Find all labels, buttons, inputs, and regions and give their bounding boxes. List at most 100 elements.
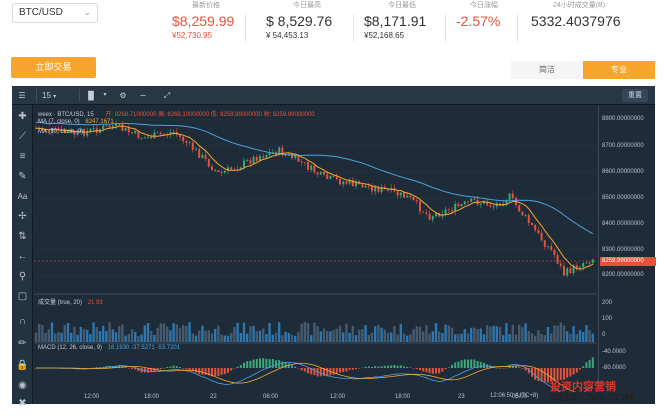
chevron-down-icon[interactable]: ▾ xyxy=(103,92,107,98)
macd-histogram-bar xyxy=(115,366,117,368)
candle-body xyxy=(121,124,124,131)
macd-histogram-bar xyxy=(371,366,373,368)
gear-icon[interactable]: ⚙ xyxy=(119,91,127,100)
measure-icon[interactable]: ▢ xyxy=(17,291,28,302)
candle-body xyxy=(131,132,133,134)
macd-histogram-bar xyxy=(262,358,265,368)
stat-day-high: 今日最高 $ 8,529.76 ¥ 54,453.13 xyxy=(266,0,354,48)
candle-body xyxy=(422,211,425,213)
macd-histogram-bar xyxy=(223,368,226,375)
stat-sub: ¥52,730.95 xyxy=(172,31,213,40)
macd-histogram-bar xyxy=(383,365,386,368)
macd-histogram-bar xyxy=(428,368,431,374)
volume-bar xyxy=(47,329,50,342)
candle-body xyxy=(355,181,357,187)
price-tick: 8500.00000000 xyxy=(602,195,644,201)
eye-icon[interactable]: ◉ xyxy=(18,380,27,391)
volume-bar xyxy=(351,325,354,342)
trash-icon[interactable]: ✖ xyxy=(18,398,27,409)
macd-histogram-bar xyxy=(137,368,140,372)
price-axis[interactable]: 8800.00000000 8700.00000000 8600.0000000… xyxy=(598,106,656,392)
pair-select-label: BTC/USD xyxy=(19,7,63,18)
macd-histogram-bar xyxy=(377,366,380,368)
macd-histogram-bar xyxy=(380,366,383,368)
projection-icon[interactable]: ⇅ xyxy=(18,231,27,242)
candle-body xyxy=(127,127,130,133)
zoom-icon[interactable]: ⚲ xyxy=(18,271,27,282)
volume-bar xyxy=(428,333,431,342)
stat-day-low: 今日最低 $8,171.91 ¥52,168.65 xyxy=(364,0,446,48)
macd-histogram-bar xyxy=(147,368,149,373)
magnet-icon[interactable]: ∩ xyxy=(18,316,27,327)
chart-plot-area[interactable] xyxy=(34,106,597,392)
volume-tick: 200 xyxy=(602,300,613,306)
volume-bar xyxy=(476,328,479,342)
macd-histogram-bar xyxy=(412,368,415,369)
volume-bar xyxy=(86,329,89,342)
candle-body xyxy=(540,233,543,241)
brush-icon[interactable]: ✎ xyxy=(18,171,27,182)
fib-icon[interactable]: ≡ xyxy=(19,151,26,162)
macd-histogram-bar xyxy=(255,359,258,368)
volume-bar xyxy=(438,331,441,342)
macd-histogram-bar xyxy=(111,366,114,368)
candle-body xyxy=(143,137,146,139)
lock-icon[interactable]: 🔒 xyxy=(16,360,29,371)
volume-bar xyxy=(73,326,76,342)
toolbar-divider xyxy=(36,89,37,102)
trade-now-button[interactable]: 立即交易 xyxy=(11,57,96,78)
macd-histogram-bar xyxy=(195,368,197,373)
trend-line-icon[interactable]: ⟋ xyxy=(19,131,26,142)
time-axis[interactable]: 12:00 18:00 22 06:00 12:00 18:00 23 06:0… xyxy=(34,392,597,404)
interval-select[interactable]: 15 ▾ xyxy=(42,88,66,103)
macd-histogram-bar xyxy=(479,361,482,368)
volume-bar xyxy=(374,326,377,342)
volume-legend-label: 成交量 (true, 20) xyxy=(38,300,83,306)
candle-body xyxy=(147,136,149,138)
stat-label: 24小时成交量(B) xyxy=(552,2,606,9)
watermark-line-1: 投资内容营销 xyxy=(550,381,616,393)
indicators-icon[interactable]: ∽ xyxy=(139,91,147,100)
stat-day-change: 今日涨幅 -2.57% xyxy=(456,0,518,48)
volume-bar xyxy=(265,334,268,342)
volume-bar xyxy=(418,326,422,342)
pair-select[interactable]: BTC/USD ⌄ xyxy=(12,3,98,23)
candle-body xyxy=(470,198,473,202)
candle-body xyxy=(431,216,434,220)
time-tick: 18:00 xyxy=(144,394,160,400)
volume-bar xyxy=(79,326,82,342)
macd-histogram-bar xyxy=(307,368,309,374)
ruler-icon[interactable]: ✏ xyxy=(18,338,27,349)
candle-body xyxy=(281,147,284,156)
candle-body xyxy=(134,130,137,134)
candle-body xyxy=(118,123,121,125)
volume-bar xyxy=(118,326,121,342)
volume-bar xyxy=(578,330,582,342)
macd-histogram-bar xyxy=(127,368,130,369)
menu-icon[interactable]: ☰ xyxy=(18,91,26,100)
crosshair-icon[interactable]: ✚ xyxy=(18,111,27,122)
candles-icon[interactable]: █ xyxy=(88,91,94,100)
macd-histogram-bar xyxy=(265,358,268,368)
volume-bar xyxy=(201,325,204,342)
fullscreen-icon[interactable]: ⤢ xyxy=(163,91,171,100)
volume-bar xyxy=(390,332,393,342)
macd-histogram-bar xyxy=(207,368,210,376)
pattern-icon[interactable]: ✢ xyxy=(18,211,27,222)
stat-label: 今日涨幅 xyxy=(470,2,498,9)
macd-histogram-bar xyxy=(591,357,594,368)
text-icon[interactable]: Aa xyxy=(17,192,28,201)
candle-body xyxy=(124,127,127,131)
tab-simple[interactable]: 简洁 xyxy=(511,61,583,79)
candle-body xyxy=(278,147,281,155)
tab-pro[interactable]: 专业 xyxy=(583,61,655,79)
volume-bar xyxy=(281,335,284,342)
arrow-left-icon[interactable]: ← xyxy=(17,251,28,262)
candle-body xyxy=(92,128,95,130)
volume-bar xyxy=(89,334,92,342)
reset-button[interactable]: 重置 xyxy=(622,89,648,102)
candle-body xyxy=(227,167,229,171)
volume-bar xyxy=(553,325,556,342)
volume-bar xyxy=(498,327,502,342)
macd-histogram-bar xyxy=(227,368,229,373)
